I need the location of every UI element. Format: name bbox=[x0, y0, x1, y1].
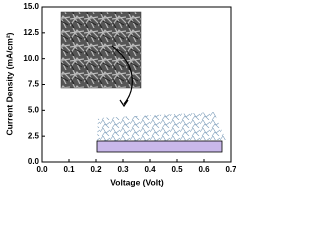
x-tick-label: 0.6 bbox=[198, 165, 210, 174]
y-tick-label: 10.0 bbox=[23, 54, 39, 63]
y-tick-label: 7.5 bbox=[28, 80, 40, 89]
x-tick-label: 0.7 bbox=[225, 165, 236, 174]
y-tick-label: 0.0 bbox=[28, 157, 40, 166]
x-tick-label: 0.3 bbox=[117, 165, 129, 174]
y-tick-label: 12.5 bbox=[23, 28, 39, 37]
network-schematic bbox=[97, 112, 226, 141]
x-axis-label: Voltage (Volt) bbox=[110, 177, 164, 187]
x-tick-label: 0.4 bbox=[144, 165, 156, 174]
x-tick-label: 0.0 bbox=[36, 165, 48, 174]
substrate bbox=[96, 140, 223, 153]
x-tick-label: 0.5 bbox=[171, 165, 183, 174]
x-tick-label: 0.1 bbox=[63, 165, 75, 174]
sem-inset bbox=[60, 11, 142, 89]
y-tick-label: 2.5 bbox=[28, 131, 40, 140]
inset-arrowhead bbox=[119, 99, 129, 108]
y-axis-label: Current Density (mA/cm²) bbox=[4, 32, 14, 135]
y-tick-label: 5.0 bbox=[28, 105, 40, 114]
inset-arrow bbox=[111, 45, 133, 105]
x-tick-label: 0.2 bbox=[90, 165, 102, 174]
chart: Voltage (Volt) Current Density (mA/cm²) … bbox=[4, 2, 236, 187]
y-tick-label: 15.0 bbox=[23, 2, 39, 11]
